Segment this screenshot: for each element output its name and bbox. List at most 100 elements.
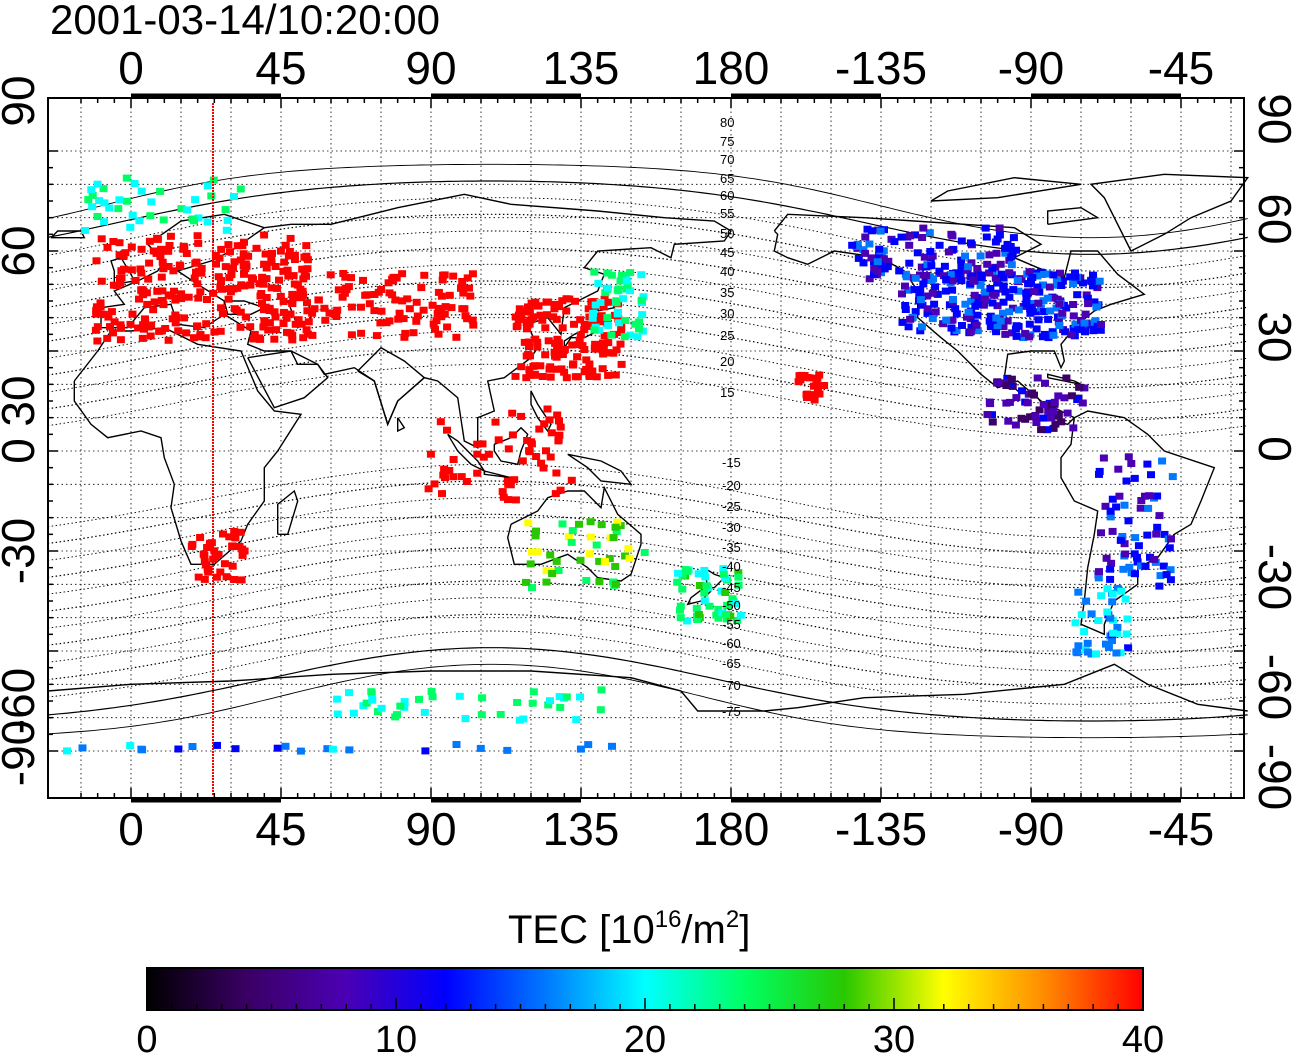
tec-cell (323, 745, 332, 753)
tec-cell (805, 374, 814, 382)
tec-cell (473, 440, 482, 448)
tec-cell (931, 283, 940, 291)
tec-cell (1022, 295, 1031, 303)
tec-cell (385, 317, 394, 325)
tec-cell (992, 328, 1001, 336)
tec-cell (1044, 334, 1053, 342)
tec-cell (1094, 574, 1103, 582)
tec-cell (143, 300, 152, 308)
tec-cell (702, 582, 711, 590)
tec-cell (990, 291, 999, 299)
tec-cell (145, 259, 154, 267)
tec-cell (584, 741, 593, 749)
tec-cell (942, 276, 951, 283)
tec-cell (1083, 639, 1092, 647)
tec-cell (1120, 501, 1129, 509)
tec-cell (921, 276, 930, 284)
tec-cell (569, 361, 577, 369)
tec-cell (197, 269, 206, 277)
tec-cell (270, 308, 279, 316)
tec-cell (1058, 277, 1067, 285)
tec-cell (231, 534, 240, 542)
tec-cell (848, 241, 857, 249)
colorbar-tick-labels: 0 10 20 30 40 (136, 1019, 1164, 1057)
tec-cell (609, 534, 618, 542)
tec-cell (144, 275, 153, 283)
tec-cell (622, 277, 631, 285)
tec-cell (570, 320, 578, 328)
tec-cell (1073, 649, 1082, 657)
tec-cell (1141, 562, 1150, 570)
tec-cell (193, 322, 202, 330)
tec-cell (558, 324, 567, 332)
contour-label: 45 (720, 245, 734, 260)
tec-cell (983, 260, 992, 268)
contour-label: -35 (722, 540, 741, 555)
tec-cell (1099, 454, 1108, 462)
tec-cell (542, 578, 551, 586)
tec-cell (175, 261, 184, 269)
tec-cell (445, 291, 454, 299)
tec-cell (1125, 563, 1134, 571)
tec-cell (1153, 492, 1162, 500)
tec-cell (477, 711, 486, 719)
tec-cell (1083, 294, 1092, 302)
tec-cell (377, 307, 386, 315)
tec-cell (1001, 330, 1010, 338)
tec-cell (247, 274, 256, 282)
tec-cell (967, 259, 976, 267)
tec-cell (136, 265, 145, 273)
tec-cell (958, 322, 966, 329)
tec-cell (1102, 640, 1110, 648)
tec-cell (525, 447, 534, 455)
tec-cell (1137, 497, 1146, 504)
tec-cell (1106, 575, 1115, 583)
tec-cell (217, 277, 225, 284)
contour-label: -50 (722, 598, 741, 613)
tec-cell (592, 373, 601, 381)
tec-cell (916, 286, 925, 294)
tec-cell (607, 271, 616, 279)
tec-cell (1108, 637, 1116, 645)
tec-cell (99, 310, 108, 318)
tec-cell (558, 520, 567, 528)
tec-cell (617, 271, 626, 279)
tec-cell (385, 289, 394, 297)
left-lat-label: 30 (0, 375, 44, 426)
tec-cell (1063, 409, 1072, 417)
tec-cell (997, 270, 1006, 278)
contour-line (47, 180, 1248, 255)
tec-cell (596, 706, 605, 714)
contour-line (47, 313, 1248, 389)
tec-cell (1052, 304, 1061, 312)
tec-cell (590, 326, 599, 334)
tec-cell (452, 741, 461, 748)
axis-ticks (48, 93, 1244, 803)
tec-cell (394, 315, 403, 323)
tec-cell (1027, 303, 1036, 311)
tec-cell (599, 350, 608, 358)
bottom-lon-label: -135 (835, 803, 927, 855)
tec-cell (188, 540, 197, 548)
tec-cell (294, 316, 303, 324)
tec-cell (999, 274, 1008, 282)
tec-cell (721, 574, 730, 582)
left-lat-label: -90 (0, 720, 44, 786)
tec-cell (1133, 553, 1141, 561)
tec-cell (525, 320, 534, 328)
tec-cell (87, 186, 96, 194)
tec-cell (552, 557, 561, 565)
tec-cell (236, 256, 245, 264)
tec-cell (1165, 544, 1174, 552)
tec-cell (992, 249, 1001, 257)
tec-cell (159, 216, 168, 224)
tec-cell (196, 333, 204, 341)
contour-label: -45 (722, 580, 741, 595)
contour-label: 20 (720, 354, 734, 369)
tec-cell (220, 560, 229, 568)
tec-cell (552, 302, 561, 310)
tec-cell (1124, 644, 1133, 652)
tec-cell (1071, 619, 1080, 627)
tec-cell (966, 328, 975, 336)
tec-cell (531, 532, 540, 540)
